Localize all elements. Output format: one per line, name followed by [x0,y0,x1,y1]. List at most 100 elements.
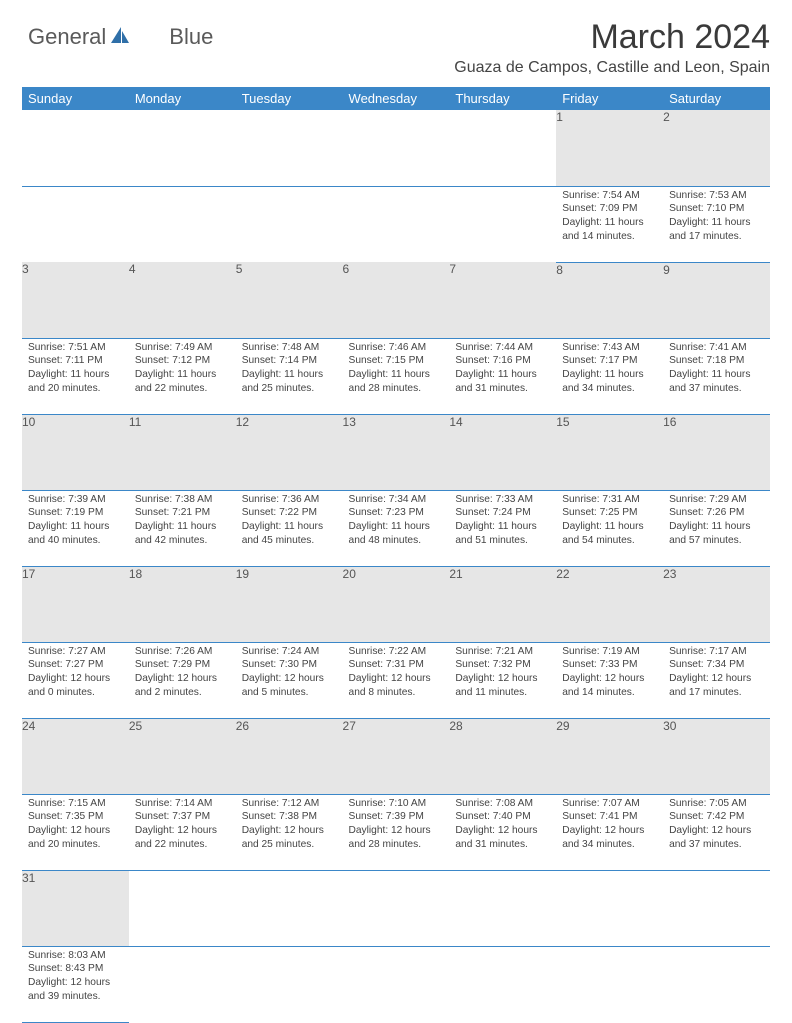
logo-sail-icon [109,25,131,50]
day-cell: Sunrise: 7:54 AMSunset: 7:09 PMDaylight:… [556,186,663,262]
day-cell-content: Sunrise: 7:17 AMSunset: 7:34 PMDaylight:… [663,643,770,704]
day-cell-content: Sunrise: 7:43 AMSunset: 7:17 PMDaylight:… [556,339,663,400]
day-cell [343,186,450,262]
day-cell-content: Sunrise: 7:22 AMSunset: 7:31 PMDaylight:… [343,643,450,704]
day-cell-content: Sunrise: 7:21 AMSunset: 7:32 PMDaylight:… [449,643,556,704]
day-number-cell: 7 [449,262,556,338]
day-cell-content: Sunrise: 7:14 AMSunset: 7:37 PMDaylight:… [129,795,236,856]
day-number-cell [343,870,450,946]
weekday-header: Friday [556,87,663,110]
day-cell: Sunrise: 8:03 AMSunset: 8:43 PMDaylight:… [22,946,129,1022]
day-number-cell: 19 [236,566,343,642]
day-cell: Sunrise: 7:31 AMSunset: 7:25 PMDaylight:… [556,490,663,566]
day-cell [343,946,450,1022]
day-number-cell: 13 [343,414,450,490]
day-number-cell: 12 [236,414,343,490]
day-cell: Sunrise: 7:05 AMSunset: 7:42 PMDaylight:… [663,794,770,870]
day-cell: Sunrise: 7:53 AMSunset: 7:10 PMDaylight:… [663,186,770,262]
day-cell: Sunrise: 7:12 AMSunset: 7:38 PMDaylight:… [236,794,343,870]
day-number-cell: 3 [22,262,129,338]
month-title: March 2024 [454,18,770,57]
day-cell [22,186,129,262]
day-number-cell [556,870,663,946]
day-cell: Sunrise: 7:10 AMSunset: 7:39 PMDaylight:… [343,794,450,870]
logo: General Blue [22,18,213,50]
day-cell: Sunrise: 7:44 AMSunset: 7:16 PMDaylight:… [449,338,556,414]
day-cell [236,186,343,262]
day-number-row: 24252627282930 [22,718,770,794]
day-cell: Sunrise: 7:17 AMSunset: 7:34 PMDaylight:… [663,642,770,718]
day-content-row: Sunrise: 7:27 AMSunset: 7:27 PMDaylight:… [22,642,770,718]
day-number-cell [663,870,770,946]
day-cell: Sunrise: 7:51 AMSunset: 7:11 PMDaylight:… [22,338,129,414]
day-cell-content: Sunrise: 7:07 AMSunset: 7:41 PMDaylight:… [556,795,663,856]
day-number-cell: 23 [663,566,770,642]
weekday-header: Tuesday [236,87,343,110]
day-content-row: Sunrise: 8:03 AMSunset: 8:43 PMDaylight:… [22,946,770,1022]
day-cell: Sunrise: 7:36 AMSunset: 7:22 PMDaylight:… [236,490,343,566]
day-cell: Sunrise: 7:43 AMSunset: 7:17 PMDaylight:… [556,338,663,414]
day-cell-content: Sunrise: 7:36 AMSunset: 7:22 PMDaylight:… [236,491,343,552]
day-cell-content: Sunrise: 7:51 AMSunset: 7:11 PMDaylight:… [22,339,129,400]
day-number-cell: 22 [556,566,663,642]
day-number-cell: 1 [556,110,663,186]
day-cell-content: Sunrise: 7:38 AMSunset: 7:21 PMDaylight:… [129,491,236,552]
day-cell-content: Sunrise: 7:10 AMSunset: 7:39 PMDaylight:… [343,795,450,856]
day-cell-content: Sunrise: 7:48 AMSunset: 7:14 PMDaylight:… [236,339,343,400]
day-cell [236,946,343,1022]
day-cell: Sunrise: 7:27 AMSunset: 7:27 PMDaylight:… [22,642,129,718]
day-cell-content: Sunrise: 7:31 AMSunset: 7:25 PMDaylight:… [556,491,663,552]
day-cell-content: Sunrise: 7:33 AMSunset: 7:24 PMDaylight:… [449,491,556,552]
day-number-cell [236,110,343,186]
day-number-cell [343,110,450,186]
day-cell [449,946,556,1022]
day-number-cell: 17 [22,566,129,642]
day-cell-content: Sunrise: 7:27 AMSunset: 7:27 PMDaylight:… [22,643,129,704]
day-cell: Sunrise: 7:07 AMSunset: 7:41 PMDaylight:… [556,794,663,870]
day-cell [556,946,663,1022]
day-number-row: 17181920212223 [22,566,770,642]
day-cell: Sunrise: 7:46 AMSunset: 7:15 PMDaylight:… [343,338,450,414]
day-cell-content: Sunrise: 7:26 AMSunset: 7:29 PMDaylight:… [129,643,236,704]
day-number-cell: 21 [449,566,556,642]
day-cell-content: Sunrise: 7:46 AMSunset: 7:15 PMDaylight:… [343,339,450,400]
day-number-row: 10111213141516 [22,414,770,490]
day-cell: Sunrise: 7:15 AMSunset: 7:35 PMDaylight:… [22,794,129,870]
day-number-cell: 9 [663,262,770,338]
weekday-header: Wednesday [343,87,450,110]
day-number-cell: 30 [663,718,770,794]
day-cell-content: Sunrise: 7:19 AMSunset: 7:33 PMDaylight:… [556,643,663,704]
day-cell: Sunrise: 7:14 AMSunset: 7:37 PMDaylight:… [129,794,236,870]
day-cell: Sunrise: 7:24 AMSunset: 7:30 PMDaylight:… [236,642,343,718]
day-cell-content: Sunrise: 7:53 AMSunset: 7:10 PMDaylight:… [663,187,770,248]
day-cell: Sunrise: 7:33 AMSunset: 7:24 PMDaylight:… [449,490,556,566]
day-cell-content: Sunrise: 7:24 AMSunset: 7:30 PMDaylight:… [236,643,343,704]
day-cell-content: Sunrise: 7:15 AMSunset: 7:35 PMDaylight:… [22,795,129,856]
day-number-cell [22,110,129,186]
day-number-cell: 20 [343,566,450,642]
day-number-cell: 26 [236,718,343,794]
day-number-cell: 18 [129,566,236,642]
logo-text-blue: Blue [135,24,213,50]
day-number-cell: 4 [129,262,236,338]
day-content-row: Sunrise: 7:51 AMSunset: 7:11 PMDaylight:… [22,338,770,414]
day-number-cell: 29 [556,718,663,794]
day-content-row: Sunrise: 7:39 AMSunset: 7:19 PMDaylight:… [22,490,770,566]
weekday-header: Sunday [22,87,129,110]
day-cell: Sunrise: 7:38 AMSunset: 7:21 PMDaylight:… [129,490,236,566]
day-cell: Sunrise: 7:41 AMSunset: 7:18 PMDaylight:… [663,338,770,414]
day-number-cell: 25 [129,718,236,794]
day-cell: Sunrise: 7:26 AMSunset: 7:29 PMDaylight:… [129,642,236,718]
day-number-cell: 24 [22,718,129,794]
day-cell [663,946,770,1022]
day-number-cell [129,870,236,946]
day-number-cell: 6 [343,262,450,338]
day-number-cell [449,870,556,946]
day-cell-content: Sunrise: 7:34 AMSunset: 7:23 PMDaylight:… [343,491,450,552]
day-number-cell: 11 [129,414,236,490]
day-number-row: 31 [22,870,770,946]
day-cell: Sunrise: 7:49 AMSunset: 7:12 PMDaylight:… [129,338,236,414]
day-number-cell: 27 [343,718,450,794]
day-number-cell: 2 [663,110,770,186]
day-number-cell: 5 [236,262,343,338]
